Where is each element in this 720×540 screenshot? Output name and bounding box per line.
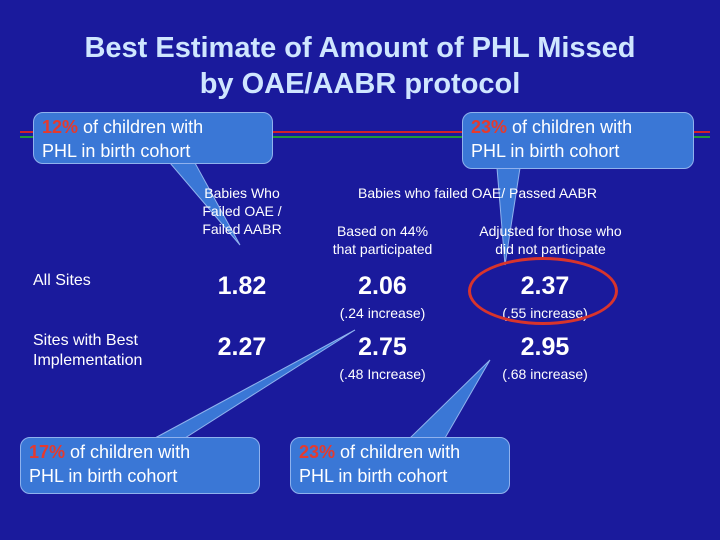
red-divider bbox=[20, 131, 710, 133]
callout-top-left: 12% of children with PHL in birth cohort bbox=[33, 112, 273, 164]
callout-bottom-left: 17% of children with PHL in birth cohort bbox=[20, 437, 260, 494]
callout-text: of children with bbox=[78, 117, 204, 137]
value-best-adjusted: 2.95 bbox=[520, 333, 570, 361]
green-divider bbox=[20, 136, 710, 138]
highlight-oval bbox=[468, 257, 618, 325]
callout-text: of children with bbox=[335, 442, 461, 462]
value-best-failed-both: 2.27 bbox=[217, 333, 267, 361]
row-label-line: Implementation bbox=[33, 352, 143, 369]
header-adjusted: Adjusted for those who did not participa… bbox=[458, 222, 643, 258]
callout-top-right: 23% of children with PHL in birth cohort bbox=[462, 112, 694, 169]
callout-percent: 23% bbox=[471, 117, 508, 137]
callout-text: of children with bbox=[65, 442, 191, 462]
value-all-sites-failed-both: 1.82 bbox=[217, 272, 267, 300]
header-line: Adjusted for those who bbox=[479, 223, 622, 239]
row-label-all-sites: All Sites bbox=[33, 272, 91, 289]
title-line-1: Best Estimate of Amount of PHL Missed bbox=[84, 32, 636, 64]
header-failed-oae-failed-aabr: Babies Who Failed OAE / Failed AABR bbox=[172, 184, 312, 238]
value-best-based-44: 2.75 bbox=[358, 333, 407, 361]
header-line: Failed AABR bbox=[202, 221, 282, 237]
increase-best-adjusted: (.68 increase) bbox=[502, 366, 588, 382]
header-line: did not participate bbox=[495, 241, 606, 257]
callout-text: PHL in birth cohort bbox=[42, 141, 191, 161]
callout-percent: 23% bbox=[299, 442, 336, 462]
callout-text: PHL in birth cohort bbox=[471, 141, 620, 161]
callout-text: of children with bbox=[507, 117, 633, 137]
row-label-line: Sites with Best bbox=[33, 332, 138, 349]
title-line-2: by OAE/AABR protocol bbox=[199, 68, 521, 100]
callout-bottom-right: 23% of children with PHL in birth cohort bbox=[290, 437, 510, 494]
value-all-sites-based-44: 2.06 bbox=[358, 272, 407, 300]
callout-text: PHL in birth cohort bbox=[299, 466, 448, 486]
header-based-on-44: Based on 44% that participated bbox=[310, 222, 455, 258]
header-line: Based on 44% bbox=[336, 223, 429, 239]
callout-percent: 12% bbox=[42, 117, 79, 137]
header-failed-oae-passed-aabr: Babies who failed OAE/ Passed AABR bbox=[358, 185, 597, 201]
increase-all-sites-based-44: (.24 increase) bbox=[339, 305, 426, 321]
callout-percent: 17% bbox=[29, 442, 66, 462]
row-label-best-implementation: Sites with Best Implementation bbox=[33, 331, 183, 371]
header-line: that participated bbox=[332, 241, 433, 257]
increase-best-based-44: (.48 Increase) bbox=[339, 366, 426, 382]
header-line: Babies Who bbox=[204, 185, 280, 201]
slide-title: Best Estimate of Amount of PHL Missed by… bbox=[0, 30, 720, 102]
callout-text: PHL in birth cohort bbox=[29, 466, 178, 486]
header-line: Failed OAE / bbox=[202, 203, 282, 219]
